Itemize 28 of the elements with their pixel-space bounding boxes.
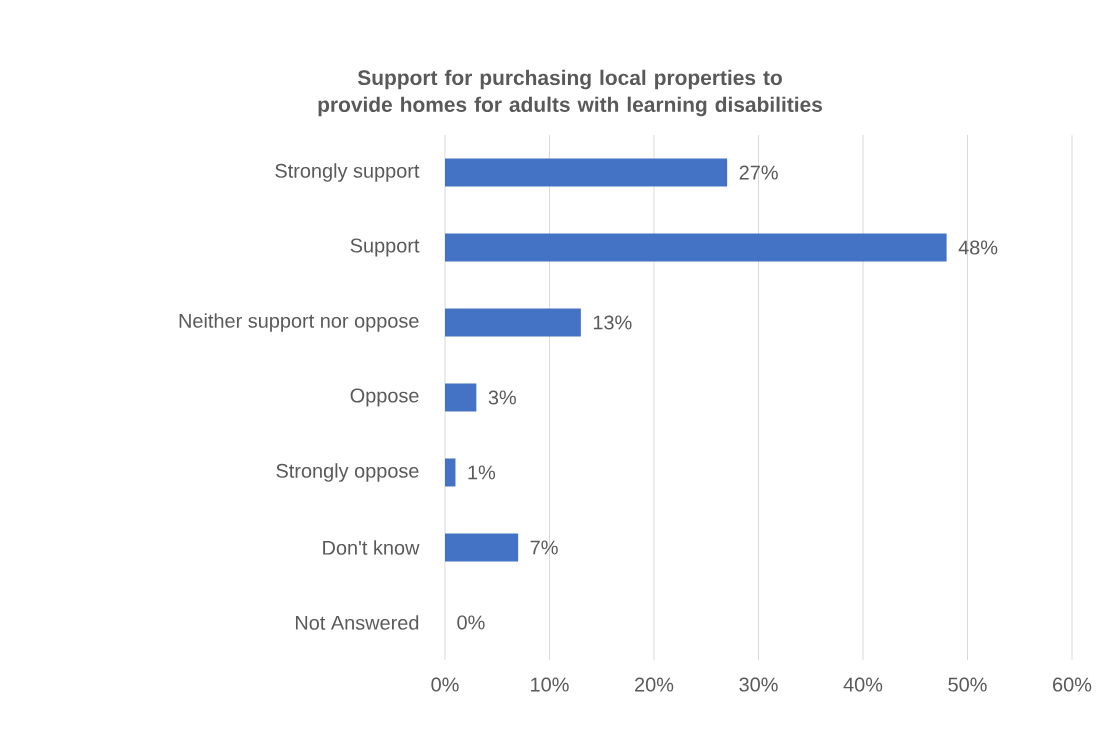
y-tick-label: Oppose xyxy=(350,388,419,407)
data-label: 3% xyxy=(488,390,516,405)
x-tick-label: 0% xyxy=(431,677,459,692)
y-tick-label: Strongly oppose xyxy=(276,463,419,482)
x-tick-label: 40% xyxy=(843,677,883,692)
x-tick-label: 10% xyxy=(531,677,569,692)
y-tick-label: Support xyxy=(350,238,420,257)
y-tick-label: Neither support nor oppose xyxy=(179,313,419,332)
y-tick-label: Not Answered xyxy=(295,615,419,630)
data-label: 0% xyxy=(457,615,485,630)
bar xyxy=(445,233,947,262)
data-label: 1% xyxy=(468,465,496,480)
bar xyxy=(445,158,728,187)
bar xyxy=(445,533,519,562)
data-label: 13% xyxy=(593,315,632,330)
chart-title: Support for purchasing local properties to provide homes for adults with learning disabilities xyxy=(318,69,822,117)
x-tick-label: 20% xyxy=(635,677,674,692)
x-tick-label: 50% xyxy=(948,677,987,692)
x-tick-label: 30% xyxy=(739,677,778,692)
bar xyxy=(445,383,477,412)
x-tick-label: 60% xyxy=(1053,677,1092,692)
data-label: 48% xyxy=(958,240,998,255)
y-tick-label: Strongly support xyxy=(275,163,420,182)
bar xyxy=(445,308,581,337)
y-tick-label: Don't know xyxy=(323,540,420,555)
data-label: 27% xyxy=(739,165,778,180)
data-label: 7% xyxy=(530,540,558,555)
bar xyxy=(445,458,456,487)
